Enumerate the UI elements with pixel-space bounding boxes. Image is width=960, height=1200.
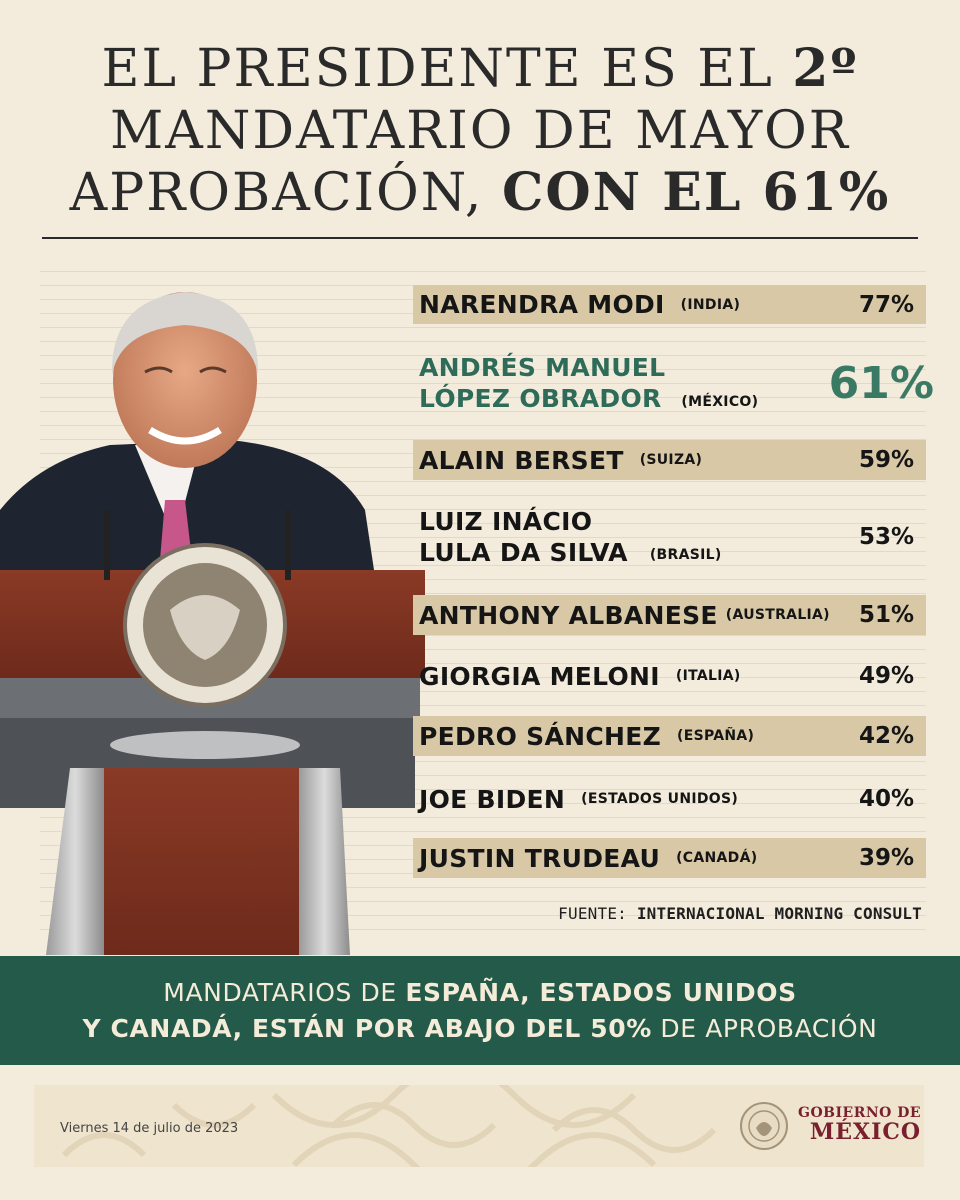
banner-text-d: DE APROBACIÓN xyxy=(651,1013,878,1043)
leader-name: LUIZ INÁCIO LULA DA SILVA xyxy=(419,506,628,568)
title-highlight: CON EL 61% xyxy=(501,162,891,223)
source-label: FUENTE: xyxy=(558,904,637,923)
leader-country: (ITALIA) xyxy=(675,668,741,684)
leader-country: (BRASIL) xyxy=(649,547,722,563)
approval-percentage: 61% xyxy=(828,357,934,409)
leader-name-line2: LÓPEZ OBRADOR xyxy=(419,384,662,413)
banner-text-b: ESPAÑA, ESTADOS UNIDOS xyxy=(405,977,797,1007)
summary-banner: MANDATARIOS DE ESPAÑA, ESTADOS UNIDOS Y … xyxy=(0,956,960,1065)
approval-percentage: 39% xyxy=(858,845,914,871)
ranking-row-highlight: ANDRÉS MANUEL LÓPEZ OBRADOR (MÉXICO) 61% xyxy=(413,350,934,416)
ranking-row: JOE BIDEN (ESTADOS UNIDOS) 40% xyxy=(413,780,926,818)
source-credit: FUENTE: INTERNACIONAL MORNING CONSULT xyxy=(558,904,922,923)
ranking-row: LUIZ INÁCIO LULA DA SILVA (BRASIL) 53% xyxy=(413,505,926,569)
leader-name-line1: ANDRÉS MANUEL xyxy=(419,353,666,382)
source-value: INTERNACIONAL MORNING CONSULT xyxy=(636,904,922,923)
leader-name-line1: LUIZ INÁCIO xyxy=(419,507,593,536)
title-divider xyxy=(42,237,918,239)
approval-percentage: 40% xyxy=(858,786,914,812)
leader-name-line2: LULA DA SILVA xyxy=(419,538,628,567)
decorative-pattern xyxy=(61,1085,717,1167)
ranking-row: ALAIN BERSET (SUIZA) 59% xyxy=(413,440,926,480)
leader-country: (ESTADOS UNIDOS) xyxy=(581,791,739,807)
ranking-row: JUSTIN TRUDEAU (CANADÁ) 39% xyxy=(413,838,926,878)
leader-country: (INDIA) xyxy=(680,296,741,313)
title-line1: EL PRESIDENTE ES EL xyxy=(101,39,793,99)
title-line3: APROBACIÓN, xyxy=(69,163,502,223)
approval-percentage: 42% xyxy=(858,723,914,749)
page-title: EL PRESIDENTE ES EL 2º MANDATARIO DE MAY… xyxy=(0,38,960,224)
approval-percentage: 77% xyxy=(858,291,914,318)
leader-name: JUSTIN TRUDEAU xyxy=(419,843,661,873)
leader-name: JOE BIDEN xyxy=(419,784,566,814)
national-seal-icon xyxy=(740,1102,788,1150)
approval-percentage: 49% xyxy=(858,663,914,689)
leader-name: ANTHONY ALBANESE xyxy=(419,600,718,630)
logo-line2: MÉXICO xyxy=(809,1119,922,1145)
approval-percentage: 59% xyxy=(858,447,914,473)
banner-text-a: MANDATARIOS DE xyxy=(163,977,406,1007)
government-logo: GOBIERNO DE MÉXICO xyxy=(798,1105,921,1145)
publication-date: Viernes 14 de julio de 2023 xyxy=(60,1121,239,1136)
title-line2: MANDATARIO DE MAYOR xyxy=(110,101,850,161)
leader-country: (MÉXICO) xyxy=(681,394,759,410)
title-rank: 2º xyxy=(792,38,859,99)
approval-percentage: 51% xyxy=(858,602,914,628)
leader-country: (ESPAÑA) xyxy=(677,728,755,744)
banner-text-c: Y CANADÁ, ESTÁN POR ABAJO DEL 50% xyxy=(82,1013,652,1043)
leader-name: ANDRÉS MANUEL LÓPEZ OBRADOR xyxy=(419,352,665,414)
leader-country: (SUIZA) xyxy=(639,452,703,468)
leader-country: (CANADÁ) xyxy=(676,850,758,866)
approval-percentage: 53% xyxy=(858,524,914,550)
ranking-row: GIORGIA MELONI (ITALIA) 49% xyxy=(413,657,926,695)
logo-line1: GOBIERNO DE xyxy=(798,1105,922,1121)
leader-name: GIORGIA MELONI xyxy=(419,661,660,691)
president-at-podium-image xyxy=(0,292,425,955)
leader-country: (AUSTRALIA) xyxy=(725,607,830,623)
ranking-row: PEDRO SÁNCHEZ (ESPAÑA) 42% xyxy=(413,716,926,756)
leader-name: PEDRO SÁNCHEZ xyxy=(419,721,662,751)
leader-name: ALAIN BERSET xyxy=(419,445,624,475)
ranking-row: ANTHONY ALBANESE (AUSTRALIA) 51% xyxy=(413,595,926,635)
ranking-row: NARENDRA MODI (INDIA) 77% xyxy=(413,285,926,324)
leader-name: NARENDRA MODI xyxy=(419,290,665,319)
